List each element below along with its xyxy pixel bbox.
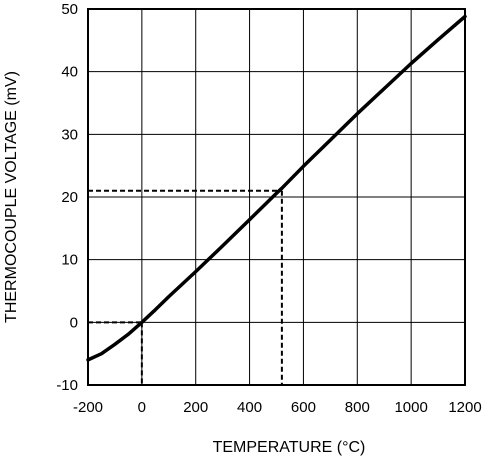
plot-border [87, 8, 466, 386]
x-tick-label: 1000 [394, 399, 427, 416]
x-tick-label: -200 [73, 399, 103, 416]
x-tick-label: 800 [345, 399, 370, 416]
x-axis-label: TEMPERATURE (°C) [213, 439, 366, 456]
y-tick-label: 0 [70, 314, 78, 331]
x-tick-label: 0 [138, 399, 146, 416]
y-tick-label: 10 [61, 252, 78, 269]
x-tick-label: 200 [183, 399, 208, 416]
series-layer [86, 14, 467, 362]
y-tick-labels: -10 0 10 20 30 40 50 [56, 1, 78, 394]
x-tick-label: 600 [291, 399, 316, 416]
reference-lines [88, 189, 283, 385]
y-tick-label: 30 [61, 126, 78, 143]
y-tick-label: 50 [61, 1, 78, 18]
x-tick-label: 1200 [448, 399, 481, 416]
y-axis-label: THERMOCOUPLE VOLTAGE (mV) [3, 71, 20, 323]
x-tick-labels: -200 0 200 400 600 800 1000 1200 [73, 399, 482, 416]
x-tick-label: 400 [237, 399, 262, 416]
y-tick-label: 40 [61, 64, 78, 81]
y-tick-label: -10 [56, 377, 78, 394]
y-tick-label: 20 [61, 189, 78, 206]
plot-frame [87, 8, 466, 386]
series-line [86, 14, 467, 362]
